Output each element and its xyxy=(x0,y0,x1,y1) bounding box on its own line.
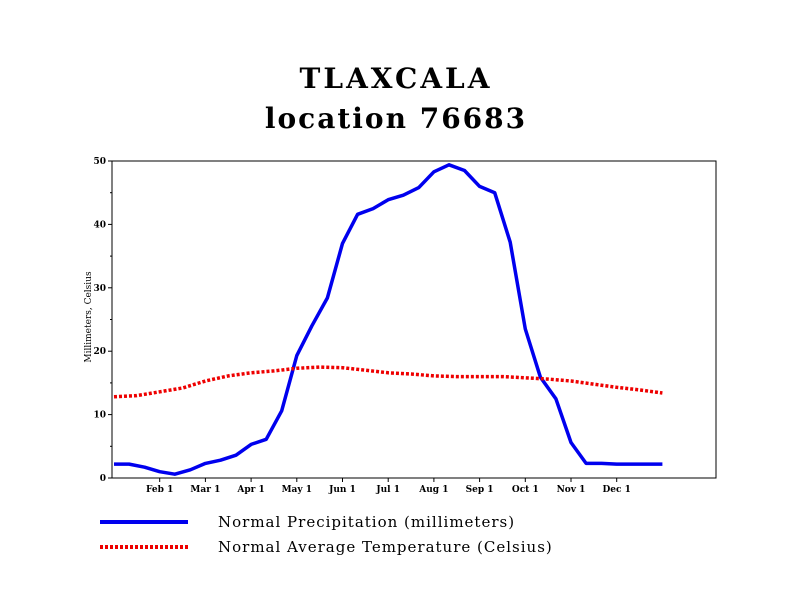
x-tick-label: May 1 xyxy=(282,485,312,495)
chart-subtitle: location 76683 xyxy=(264,102,528,135)
plot-frame xyxy=(111,160,717,479)
x-tick-label: Aug 1 xyxy=(418,485,448,495)
series-line-1 xyxy=(113,365,663,399)
legend-label-0: Normal Precipitation (millimeters) xyxy=(218,513,515,531)
y-tick-label-10: 10 xyxy=(93,411,106,421)
x-tick-label: Apr 1 xyxy=(236,485,264,495)
x-tick-label: Sep 1 xyxy=(466,485,494,495)
chart-title: TLAXCALA xyxy=(299,62,493,95)
x-tick-label: Jul 1 xyxy=(375,485,400,495)
x-tick-label: Oct 1 xyxy=(512,485,539,495)
y-tick-label-50: 50 xyxy=(93,157,106,167)
y-tick-label-0: 0 xyxy=(100,474,106,484)
series-line-0 xyxy=(114,163,663,476)
legend-label-1: Normal Average Temperature (Celsius) xyxy=(218,538,553,556)
y-tick-label-30: 30 xyxy=(93,284,106,294)
y-axis-label: Millimeters, Celsius xyxy=(84,271,94,363)
x-tick-label: Feb 1 xyxy=(146,485,173,495)
x-tick-label: Jun 1 xyxy=(328,485,356,495)
y-tick-label-20: 20 xyxy=(93,347,106,357)
x-tick-label: Nov 1 xyxy=(557,485,586,495)
x-tick-label: Mar 1 xyxy=(190,485,220,495)
y-tick-label-40: 40 xyxy=(93,220,106,230)
x-tick-label: Dec 1 xyxy=(602,485,630,495)
